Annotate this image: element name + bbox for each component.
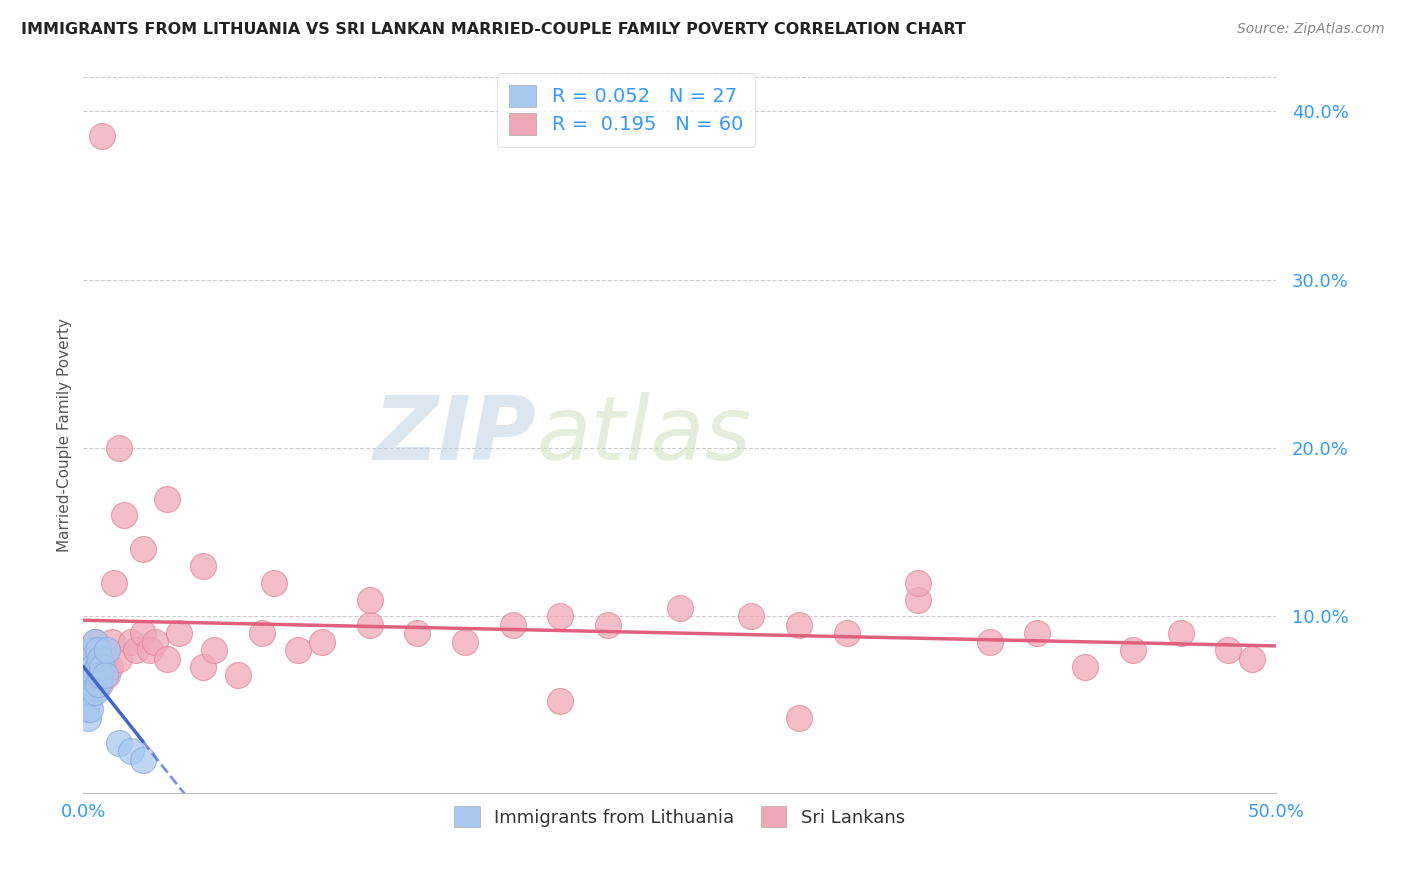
Point	[84, 634, 107, 648]
Point	[82, 651, 104, 665]
Point	[907, 575, 929, 590]
Point	[86, 660, 108, 674]
Point	[359, 618, 381, 632]
Point	[84, 685, 107, 699]
Point	[287, 643, 309, 657]
Text: ZIP: ZIP	[374, 392, 537, 479]
Point	[89, 660, 111, 674]
Point	[94, 668, 117, 682]
Point	[79, 685, 101, 699]
Point	[204, 643, 226, 657]
Text: IMMIGRANTS FROM LITHUANIA VS SRI LANKAN MARRIED-COUPLE FAMILY POVERTY CORRELATIO: IMMIGRANTS FROM LITHUANIA VS SRI LANKAN …	[21, 22, 966, 37]
Point	[668, 601, 690, 615]
Point	[82, 685, 104, 699]
Point	[454, 634, 477, 648]
Point	[86, 677, 108, 691]
Point	[156, 491, 179, 506]
Point	[740, 609, 762, 624]
Point	[1218, 643, 1240, 657]
Point	[75, 685, 97, 699]
Point	[82, 660, 104, 674]
Point	[89, 677, 111, 691]
Point	[91, 651, 114, 665]
Point	[79, 702, 101, 716]
Point	[167, 626, 190, 640]
Point	[103, 575, 125, 590]
Text: Source: ZipAtlas.com: Source: ZipAtlas.com	[1237, 22, 1385, 37]
Point	[77, 660, 100, 674]
Point	[1074, 660, 1097, 674]
Point	[75, 668, 97, 682]
Point	[89, 668, 111, 682]
Point	[86, 643, 108, 657]
Point	[77, 710, 100, 724]
Point	[143, 634, 166, 648]
Point	[550, 694, 572, 708]
Point	[108, 651, 131, 665]
Point	[228, 668, 250, 682]
Point	[263, 575, 285, 590]
Point	[75, 702, 97, 716]
Point	[125, 643, 148, 657]
Point	[550, 609, 572, 624]
Point	[84, 660, 107, 674]
Point	[979, 634, 1001, 648]
Point	[502, 618, 524, 632]
Point	[79, 643, 101, 657]
Point	[835, 626, 858, 640]
Point	[406, 626, 429, 640]
Point	[1170, 626, 1192, 640]
Point	[79, 677, 101, 691]
Point	[84, 634, 107, 648]
Point	[132, 542, 155, 557]
Legend: Immigrants from Lithuania, Sri Lankans: Immigrants from Lithuania, Sri Lankans	[447, 799, 912, 834]
Point	[79, 668, 101, 682]
Text: atlas: atlas	[537, 392, 751, 478]
Point	[108, 736, 131, 750]
Point	[132, 626, 155, 640]
Point	[112, 508, 135, 523]
Point	[75, 668, 97, 682]
Point	[77, 677, 100, 691]
Point	[191, 558, 214, 573]
Point	[120, 634, 142, 648]
Point	[96, 643, 118, 657]
Point	[250, 626, 273, 640]
Point	[94, 643, 117, 657]
Point	[101, 634, 124, 648]
Point	[1122, 643, 1144, 657]
Point	[96, 668, 118, 682]
Point	[89, 651, 111, 665]
Point	[77, 694, 100, 708]
Point	[132, 753, 155, 767]
Point	[787, 618, 810, 632]
Point	[84, 668, 107, 682]
Point	[311, 634, 333, 648]
Point	[907, 592, 929, 607]
Point	[139, 643, 162, 657]
Point	[596, 618, 619, 632]
Point	[77, 660, 100, 674]
Point	[82, 643, 104, 657]
Point	[98, 660, 121, 674]
Point	[91, 660, 114, 674]
Point	[91, 129, 114, 144]
Y-axis label: Married-Couple Family Poverty: Married-Couple Family Poverty	[58, 318, 72, 552]
Point	[120, 744, 142, 758]
Point	[1026, 626, 1049, 640]
Point	[108, 441, 131, 455]
Point	[156, 651, 179, 665]
Point	[359, 592, 381, 607]
Point	[79, 651, 101, 665]
Point	[1241, 651, 1264, 665]
Point	[86, 668, 108, 682]
Point	[787, 710, 810, 724]
Point	[191, 660, 214, 674]
